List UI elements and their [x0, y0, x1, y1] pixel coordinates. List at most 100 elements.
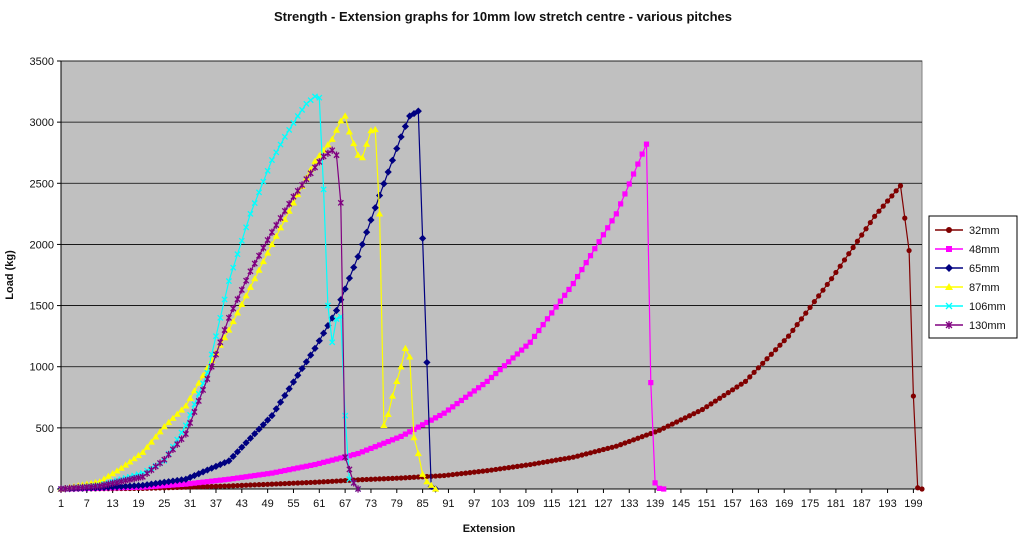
- data-point: [117, 482, 125, 491]
- data-point: [221, 477, 228, 483]
- data-point: [178, 435, 185, 443]
- data-point: [519, 347, 525, 353]
- data-point: [639, 434, 645, 440]
- data-point: [341, 112, 349, 119]
- data-point: [493, 466, 499, 473]
- data-point: [187, 419, 194, 427]
- data-point: [134, 481, 143, 490]
- data-point: [618, 201, 624, 207]
- data-point: [401, 344, 409, 351]
- data-point: [252, 472, 258, 479]
- data-point: [575, 453, 581, 459]
- data-point: [165, 478, 173, 486]
- data-point: [884, 198, 891, 204]
- legend-marker: [945, 283, 953, 290]
- data-point: [272, 232, 280, 239]
- data-point: [463, 394, 469, 400]
- data-point: [311, 157, 319, 164]
- data-point: [217, 483, 223, 489]
- data-point: [220, 334, 229, 341]
- data-point: [401, 122, 409, 131]
- data-point: [255, 252, 263, 260]
- data-point: [294, 371, 302, 379]
- data-point: [480, 381, 486, 388]
- data-point: [183, 481, 189, 487]
- data-point: [255, 266, 263, 273]
- chart-title: Strength - Extension graphs for 10mm low…: [274, 9, 732, 24]
- data-point: [575, 273, 581, 280]
- data-point: [294, 112, 301, 120]
- data-point: [143, 443, 151, 450]
- data-point: [811, 299, 817, 305]
- data-point: [230, 483, 236, 489]
- data-point: [251, 200, 258, 207]
- data-point: [643, 432, 650, 438]
- data-point: [290, 119, 297, 127]
- data-point: [583, 260, 589, 266]
- data-point: [394, 435, 400, 441]
- data-point: [285, 207, 293, 214]
- data-point: [432, 473, 439, 479]
- data-point: [187, 411, 194, 418]
- data-point: [316, 460, 322, 467]
- data-point: [669, 421, 675, 427]
- data-point: [290, 480, 297, 486]
- data-point: [389, 475, 396, 481]
- x-tick-label: 145: [672, 498, 690, 510]
- data-point: [704, 404, 710, 410]
- data-point: [165, 418, 173, 426]
- data-point: [277, 214, 284, 222]
- data-point: [320, 152, 327, 160]
- data-point: [121, 461, 130, 468]
- data-point: [152, 479, 160, 488]
- data-point: [264, 167, 271, 174]
- data-point: [260, 178, 267, 185]
- x-tick-label: 85: [416, 498, 428, 510]
- data-point: [566, 455, 572, 461]
- data-point: [255, 425, 263, 433]
- data-point: [350, 139, 358, 147]
- data-point: [221, 326, 228, 334]
- data-point: [354, 151, 362, 158]
- data-point: [454, 471, 460, 477]
- data-point: [299, 106, 306, 113]
- data-point: [299, 480, 305, 486]
- data-point: [247, 267, 254, 275]
- data-point: [273, 149, 280, 156]
- data-point: [557, 298, 563, 304]
- data-point: [557, 456, 563, 463]
- data-point: [265, 471, 271, 477]
- data-point: [661, 486, 667, 492]
- data-point: [316, 479, 322, 485]
- data-point: [268, 228, 276, 236]
- data-point: [147, 480, 156, 488]
- data-point: [212, 333, 220, 340]
- data-point: [238, 286, 245, 294]
- data-point: [889, 193, 895, 199]
- data-point: [329, 146, 336, 154]
- data-point: [350, 479, 357, 487]
- x-tick-label: 91: [442, 498, 454, 510]
- data-point: [699, 406, 706, 413]
- data-point: [156, 479, 164, 487]
- data-point: [332, 306, 341, 315]
- x-tick-label: 19: [132, 498, 144, 510]
- data-point: [510, 464, 516, 470]
- data-point: [255, 189, 263, 196]
- data-point: [441, 472, 447, 479]
- data-point: [514, 463, 520, 469]
- data-point: [177, 406, 186, 413]
- data-point: [419, 234, 427, 242]
- x-tick-label: 181: [827, 498, 845, 510]
- data-point: [372, 444, 378, 450]
- data-point: [160, 423, 168, 430]
- x-tick-label: 163: [749, 498, 767, 510]
- data-point: [605, 225, 611, 231]
- legend-label: 106mm: [969, 301, 1006, 313]
- data-point: [169, 477, 177, 485]
- data-point: [204, 479, 210, 485]
- data-point: [186, 394, 194, 401]
- data-point: [729, 387, 736, 393]
- data-point: [139, 481, 147, 489]
- data-point: [910, 393, 916, 399]
